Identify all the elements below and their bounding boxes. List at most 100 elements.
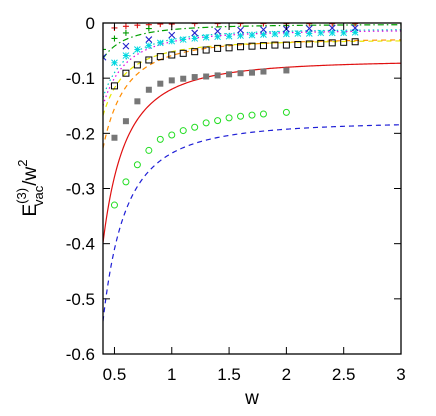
data-point: [145, 86, 152, 93]
fit-curve: [103, 39, 401, 149]
data-point: [168, 131, 176, 139]
data-point: [237, 112, 245, 120]
data-point: [191, 123, 199, 131]
data-point: [248, 42, 256, 50]
data-point: [122, 42, 130, 50]
data-point: [340, 29, 348, 37]
data-point: [202, 33, 210, 41]
data-point: [328, 39, 336, 47]
y-tick-label: -0.4: [66, 235, 95, 254]
data-point: [294, 41, 302, 49]
x-tick-label: 2.5: [332, 365, 356, 384]
data-point: [214, 33, 221, 41]
y-axis-ticks: 0 -0.1 -0.2 -0.3 -0.4 -0.5 -0.6: [66, 14, 401, 364]
x-tick-label: 0.5: [103, 365, 127, 384]
data-point: [145, 25, 152, 32]
data-point: [157, 80, 164, 87]
data-point: [122, 52, 130, 59]
data-point: [305, 25, 313, 32]
data-point: [179, 36, 187, 43]
data-point: [157, 23, 164, 28]
data-point: [225, 114, 233, 122]
x-tick-label: 1.5: [217, 365, 241, 384]
data-point: [214, 117, 222, 125]
data-point: [214, 72, 221, 79]
data-point: [282, 108, 290, 116]
data-point: [271, 41, 279, 49]
data-point: [122, 29, 129, 36]
data-point: [103, 53, 107, 61]
y-tick-label: -0.3: [66, 180, 95, 199]
y-tick-label: -0.5: [66, 290, 95, 309]
data-point: [191, 35, 199, 42]
data-point: [191, 29, 199, 37]
x-axis-title: w: [244, 388, 259, 409]
data-point: [156, 135, 164, 143]
data-point: [111, 134, 118, 141]
data-point: [214, 27, 222, 35]
data-point: [328, 29, 336, 37]
data-point: [191, 74, 198, 81]
fit-curve: [103, 124, 401, 322]
data-point: [351, 38, 359, 46]
y-tick-label: -0.1: [66, 69, 95, 88]
data-point: [122, 69, 130, 77]
data-points: [103, 23, 359, 209]
data-point: [134, 46, 141, 53]
data-point: [168, 51, 176, 59]
x-tick-label: 1: [167, 365, 176, 384]
data-point: [202, 46, 210, 54]
data-point: [317, 29, 325, 37]
data-point: [271, 30, 279, 38]
y-axis-title-suffix-superscript: 2: [15, 159, 30, 166]
data-point: [111, 59, 118, 67]
data-point: [133, 161, 141, 169]
data-point: [283, 30, 290, 38]
data-point: [249, 69, 255, 76]
data-point: [145, 36, 153, 43]
data-point: [351, 29, 359, 36]
data-point: [225, 32, 233, 40]
data-point: [283, 67, 290, 74]
data-point: [180, 75, 187, 82]
data-point: [237, 26, 244, 34]
data-point: [122, 118, 129, 125]
data-point: [179, 127, 187, 135]
data-point: [237, 43, 245, 51]
y-tick-label: 0: [86, 14, 95, 33]
data-point: [248, 31, 256, 39]
y-tick-label: -0.6: [66, 345, 95, 364]
data-point: [168, 77, 175, 84]
data-point: [145, 42, 153, 49]
data-point: [179, 49, 187, 57]
fit-curve: [103, 24, 401, 59]
data-point: [260, 26, 267, 34]
data-point: [237, 32, 244, 40]
fit-curve: [103, 30, 401, 106]
data-point: [168, 37, 176, 45]
data-point: [226, 71, 233, 78]
data-point: [294, 30, 302, 37]
data-point: [156, 53, 164, 61]
y-axis-title: E(3) vac/w2: [14, 159, 46, 216]
data-point: [103, 46, 106, 53]
fit-curves: [103, 24, 401, 322]
y-axis-title-suffix: /w: [20, 166, 41, 185]
data-point: [259, 42, 267, 50]
data-point: [110, 82, 118, 90]
data-point: [110, 201, 118, 209]
data-point: [282, 41, 290, 49]
data-point: [191, 48, 199, 56]
data-point: [305, 30, 313, 37]
data-point: [122, 178, 130, 186]
y-axis-title-base: E: [20, 204, 41, 217]
x-tick-label: 3: [396, 365, 405, 384]
data-point: [248, 111, 256, 119]
y-tick-label: -0.2: [66, 124, 95, 143]
data-point: [156, 39, 164, 47]
y-axis-title-superscript: (3): [14, 188, 29, 204]
data-point: [260, 31, 267, 38]
data-point: [328, 24, 336, 32]
data-point: [145, 146, 153, 154]
